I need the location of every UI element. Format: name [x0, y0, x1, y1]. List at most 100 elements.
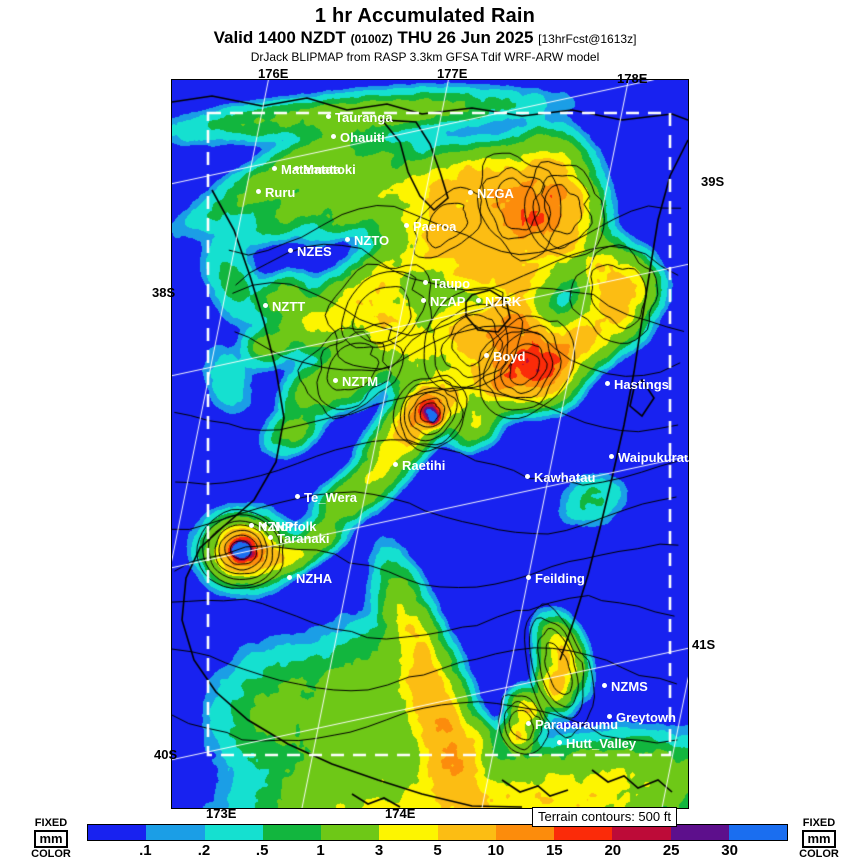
city-label-hastings: Hastings — [605, 377, 669, 391]
city-dot-icon — [249, 523, 254, 529]
terrain-contour-note: Terrain contours: 500 ft — [532, 807, 677, 827]
city-name: Ruru — [265, 185, 296, 201]
colorbar-swatch-9 — [612, 825, 671, 840]
city-label-nztm: NZTM — [333, 374, 378, 388]
city-dot-icon — [272, 166, 277, 172]
city-label-nznp: NZNP — [249, 519, 293, 533]
colorbar[interactable]: .1 .2 .5 1 3 5 10 15 20 25 30 — [0, 818, 850, 860]
colorbar-tick-6: 10 — [487, 842, 505, 859]
grid-label-176E: 176E — [258, 66, 289, 81]
model-description: DrJack BLIPMAP from RASP 3.3km GFSA Tdif… — [250, 50, 600, 64]
forecast-tag: [13hrFcst@1613z] — [538, 32, 637, 46]
city-name: NZTT — [272, 299, 306, 315]
city-dot-icon — [476, 298, 481, 304]
rain-map[interactable] — [171, 79, 689, 809]
colorbar-swatch-8 — [554, 825, 613, 840]
city-label-nzga: NZGA — [468, 186, 514, 200]
colorbar-tick-5: 5 — [433, 842, 442, 859]
city-dot-icon — [404, 223, 409, 229]
city-name: Hastings — [614, 377, 669, 393]
colorbar-swatch-1 — [146, 825, 205, 840]
colorbar-tick-9: 25 — [662, 842, 680, 859]
city-label-nzap: NZAP — [421, 294, 465, 308]
valid-date: THU 26 Jun 2025 — [397, 28, 534, 47]
color-label-bottom: COLOR — [31, 848, 71, 860]
city-dot-icon — [326, 114, 331, 120]
city-label-greytown: Greytown — [607, 710, 676, 724]
colorbar-tick-3: 1 — [316, 842, 325, 859]
city-name: NZAP — [430, 294, 466, 310]
city-label-nzms: NZMS — [602, 679, 648, 693]
city-name: Taranaki — [277, 531, 330, 547]
colorbar-tick-8: 20 — [604, 842, 622, 859]
rain-field-canvas — [172, 80, 688, 808]
city-name: Waipukurau — [618, 450, 692, 466]
city-dot-icon — [557, 740, 562, 746]
city-name: Taupo — [432, 276, 471, 292]
city-dot-icon — [333, 378, 338, 384]
city-label-nzes: NZES — [288, 244, 332, 258]
page-title: 1 hr Accumulated Rain — [314, 5, 536, 27]
city-name: Ohauiti — [340, 130, 385, 146]
valid-time-line: Valid 1400 NZDT (0100Z) THU 26 Jun 2025 … — [0, 28, 850, 49]
city-dot-icon — [262, 523, 267, 529]
city-name: NZHA — [296, 571, 333, 587]
city-name: Paraparaumu — [535, 717, 619, 733]
colorbar-swatches — [87, 824, 788, 841]
city-name: Hutt_Valley — [566, 736, 637, 752]
city-label-taupo: Taupo — [423, 276, 470, 290]
fixed-label-top: FIXED — [34, 817, 68, 829]
city-name: Norfolk — [271, 519, 317, 535]
city-dot-icon — [263, 303, 268, 309]
city-dot-icon — [287, 575, 292, 581]
colorbar-swatch-11 — [728, 825, 787, 840]
valid-time-prefix: Valid 1400 NZDT — [213, 28, 346, 47]
colorbar-tick-10: 30 — [721, 842, 738, 859]
city-name: NZES — [297, 244, 332, 260]
city-dot-icon — [294, 166, 299, 172]
grid-label-177E: 177E — [437, 66, 468, 81]
grid-label-39S: 39S — [701, 174, 725, 189]
city-dot-icon — [393, 462, 398, 468]
colorbar-tick-4: 3 — [374, 842, 384, 859]
city-label-norfolk: Norfolk — [262, 519, 317, 533]
colorbar-tick-1: .2 — [197, 842, 211, 859]
colorbar-swatch-7 — [495, 825, 554, 840]
city-name: NZTM — [342, 374, 379, 390]
city-dot-icon — [268, 535, 273, 541]
city-name: Boyd — [493, 349, 526, 365]
city-dot-icon — [605, 381, 610, 387]
city-dot-icon — [295, 494, 300, 500]
city-dot-icon — [609, 454, 614, 460]
city-label-matatoki: Matatoki — [294, 162, 356, 176]
city-dot-icon — [526, 575, 531, 581]
colorbar-unit-right: FIXED mm COLOR — [788, 818, 850, 860]
city-dot-icon — [423, 280, 428, 286]
colorbar-swatch-6 — [437, 825, 496, 840]
unit-mm-right: mm — [802, 830, 836, 848]
colorbar-swatch-3 — [262, 825, 321, 840]
city-label-paeroa: Paeroa — [404, 219, 456, 233]
grid-label-38S: 38S — [152, 285, 176, 300]
city-label-raetihi: Raetihi — [393, 458, 445, 472]
grid-label-178E: 178E — [617, 71, 648, 86]
city-label-tauranga: Tauranga — [326, 110, 393, 124]
grid-label-41S: 41S — [692, 637, 716, 652]
city-dot-icon — [288, 248, 293, 254]
city-dot-icon — [526, 721, 531, 727]
city-label-paraparaumu: Paraparaumu — [526, 717, 618, 731]
colorbar-tick-7: 15 — [545, 842, 563, 859]
valid-time-utc: (0100Z) — [350, 32, 393, 46]
city-name: NZMS — [611, 679, 648, 695]
city-name: NZTO — [354, 233, 390, 249]
city-dot-icon — [468, 190, 473, 196]
city-dot-icon — [256, 189, 261, 195]
city-label-kawhatau: Kawhatau — [525, 470, 595, 484]
city-name: Te_Wera — [304, 490, 357, 506]
colorbar-swatch-4 — [321, 825, 380, 840]
grid-label-174E: 174E — [385, 806, 416, 821]
unit-mm-left: mm — [34, 830, 68, 848]
city-name: Raetihi — [402, 458, 446, 474]
city-name: Kawhatau — [534, 470, 596, 486]
city-dot-icon — [345, 237, 350, 243]
